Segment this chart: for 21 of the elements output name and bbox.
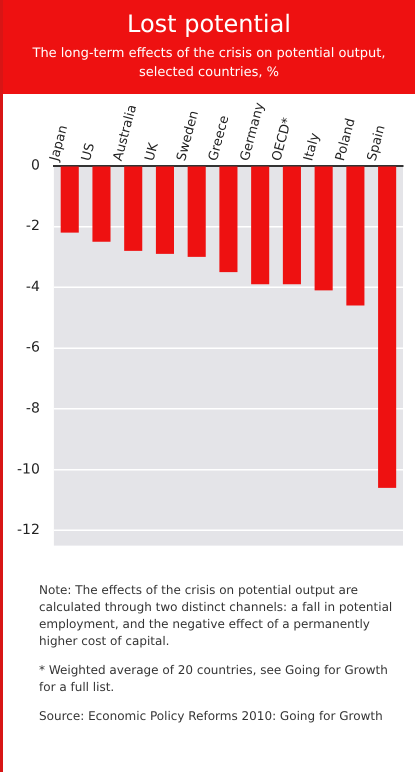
x-tick-label: Japan (47, 124, 72, 164)
y-tick-label: -8 (26, 400, 40, 416)
x-tick-label: OECD* (269, 116, 296, 163)
x-tick-label: Spain (364, 124, 389, 163)
source-note: Source: Economic Policy Reforms 2010: Going for Growth (39, 708, 384, 725)
y-tick-label: -12 (16, 522, 40, 538)
chart-subtitle: The long-term effects of the crisis on potential output, selected countries, % (32, 45, 386, 82)
x-tick-label: Greece (206, 114, 232, 163)
x-tick-label: US (79, 142, 98, 163)
y-tick-label: -2 (26, 218, 40, 234)
x-tick-label: Sweden (174, 109, 202, 163)
y-tick-label: -6 (26, 340, 40, 356)
x-tick-label: Poland (332, 116, 359, 163)
y-tick-label: -10 (16, 461, 40, 478)
y-tick-label: -4 (26, 278, 40, 295)
x-tick-label: Italy (301, 131, 324, 163)
chart-title: Lost potential (126, 10, 292, 38)
x-tick-label: UK (142, 140, 162, 163)
y-tick-label: 0 (30, 157, 40, 174)
text: * Weighted average of 20 countries, see Going for Growth for a full list. (39, 662, 389, 696)
text: Note: The effects of the crisis on potential output are calculated through two distinct channels: a fall in potential employment, and the negative effect of a permanently higher cost of capital. (39, 582, 394, 650)
